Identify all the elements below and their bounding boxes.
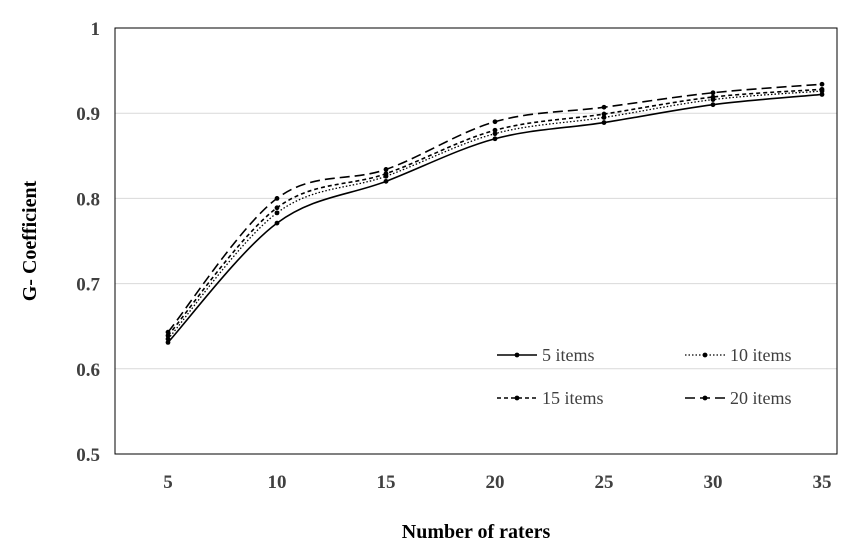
legend-marker [702,395,708,401]
data-point [819,86,825,92]
data-point [165,339,171,345]
data-point [274,196,280,201]
data-point [492,136,498,142]
data-point [601,104,607,110]
data-point [819,92,825,97]
data-point [383,171,389,177]
data-point [274,210,280,216]
y-tick-label: 0.7 [76,275,100,296]
y-tick-label: 0.8 [76,189,100,210]
x-tick-label: 35 [813,472,832,493]
legend-label-2: 10 items [730,345,792,365]
legend-label-3: 15 items [542,388,604,408]
y-tick-label: 0.6 [76,360,100,381]
data-point [710,94,716,100]
data-point [492,119,498,125]
data-point [710,90,716,96]
y-tick-label: 0.5 [76,445,100,466]
x-axis-title: Number of raters [402,521,551,543]
data-point [274,205,280,211]
x-tick-label: 15 [377,472,396,493]
data-point [601,120,607,125]
y-tick-label: 0.9 [76,104,100,125]
data-point [165,329,171,335]
legend-label-4: 20 items [730,388,792,408]
data-point [601,111,607,117]
y-axis-title: G- Coefficient [19,180,41,301]
gridlines [115,112,837,370]
series-line-4 [167,83,823,333]
x-tick-label: 20 [486,472,505,493]
data-point [165,336,171,342]
data-point [274,220,280,226]
data-point [383,167,389,172]
y-axis-ticks: 0.5 0.6 0.7 0.8 0.9 1 [76,19,100,466]
x-tick-label: 25 [595,472,614,493]
x-tick-label: 30 [704,472,723,493]
y-tick-label: 1 [91,19,101,40]
plot-frame [114,27,838,455]
x-tick-label: 5 [163,472,173,493]
legend: 5 items 10 items 15 items 20 items [497,345,792,408]
series-group [165,81,825,345]
data-point [710,102,716,108]
data-point [601,115,607,120]
legend-marker [702,352,708,358]
legend-marker [514,395,520,401]
series-line-3 [167,88,823,337]
data-point [492,131,498,137]
legend-marker [514,352,520,358]
data-point [819,81,825,87]
x-axis-ticks: 5 10 15 20 25 30 35 [163,472,831,493]
data-point [383,178,389,184]
legend-label-1: 5 items [542,345,595,365]
x-tick-label: 10 [268,472,287,493]
data-point [165,333,171,338]
data-point [492,127,498,133]
